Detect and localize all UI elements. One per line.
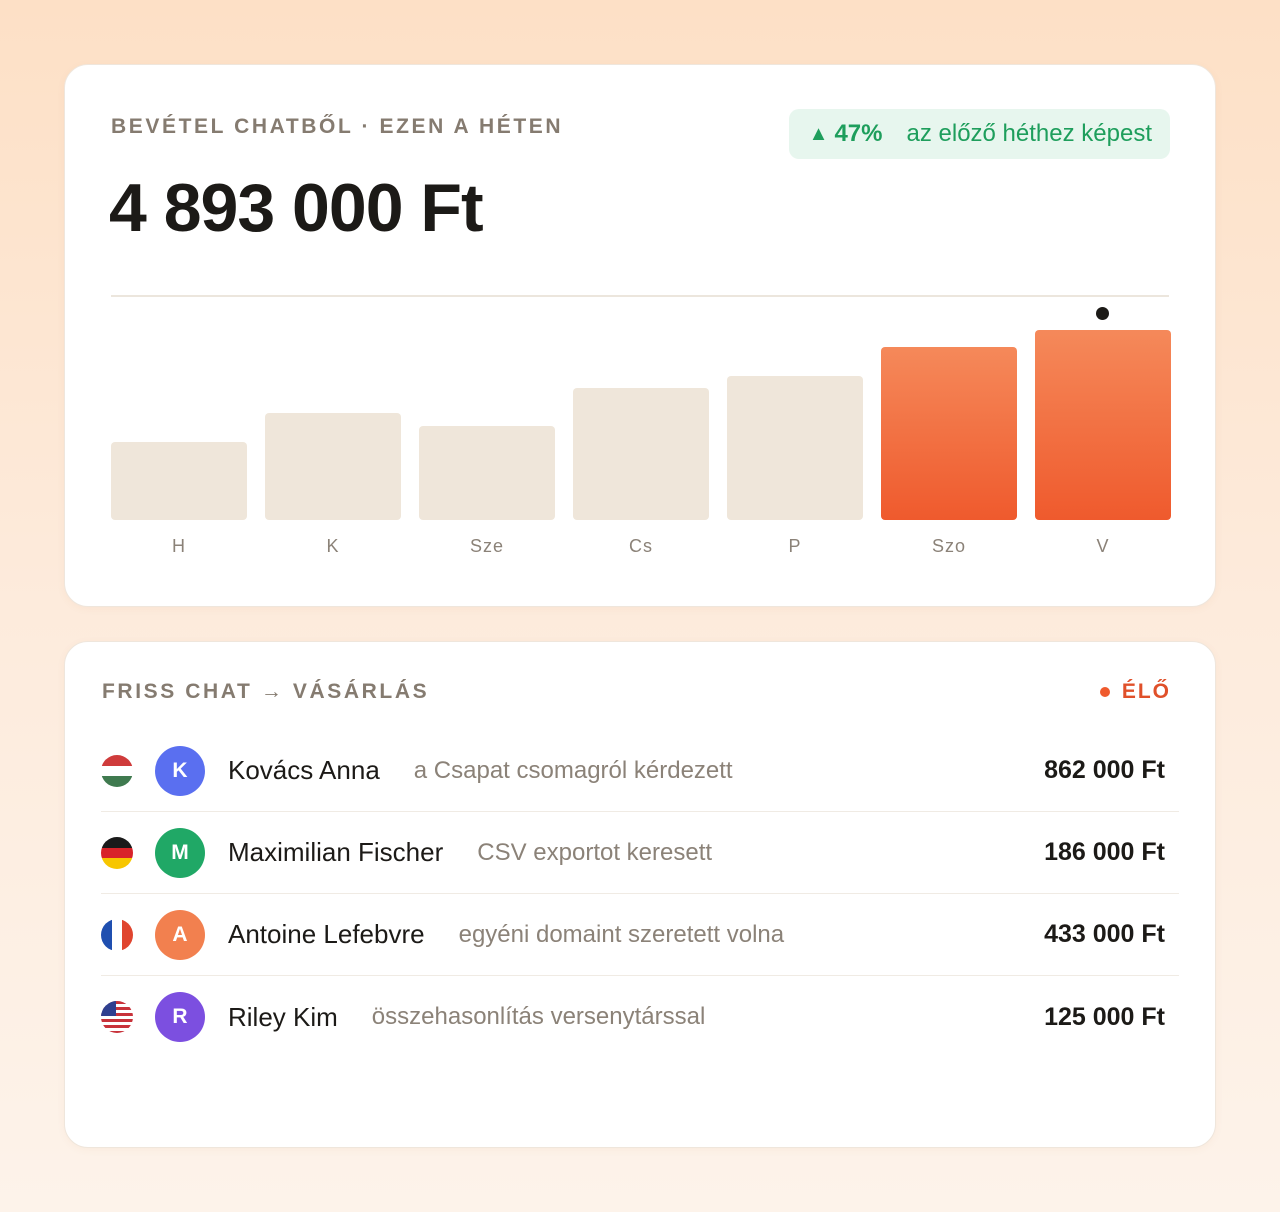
- customer-name: Kovács Anna: [228, 755, 380, 785]
- change-badge: ▲ 47% az előző héthez képest: [788, 109, 1170, 159]
- purchase-amount: 186 000 Ft: [1044, 838, 1165, 866]
- customer-name: Antoine Lefebvre: [228, 919, 425, 949]
- up-arrow-icon: ▲: [808, 122, 829, 145]
- hungary-flag-icon: [101, 754, 133, 787]
- change-percent: 47%: [834, 120, 883, 147]
- germany-flag-icon: [101, 836, 133, 869]
- live-indicator: ÉLŐ: [1099, 680, 1171, 704]
- bar-sze: [419, 426, 555, 520]
- avatar: M: [155, 827, 205, 878]
- chat-note: a Csapat csomagról kérdezett: [413, 756, 733, 784]
- bar-label: V: [1096, 536, 1110, 556]
- bar-cs: [573, 388, 709, 520]
- revenue-eyebrow: BEVÉTEL CHATBŐL · EZEN A HÉTEN: [111, 115, 564, 138]
- bar-label: Sze: [469, 536, 505, 556]
- bar-k: [265, 413, 401, 520]
- avatar: K: [155, 745, 205, 796]
- recent-chats-card: FRISS CHAT → VÁSÁRLÁS ÉLŐ K Kovács Anna …: [64, 641, 1216, 1148]
- bar-label: H: [172, 536, 186, 556]
- chat-row[interactable]: K Kovács Anna a Csapat csomagról kérdeze…: [101, 730, 1179, 812]
- chat-note: összehasonlítás versenytárssal: [371, 1003, 706, 1030]
- bar-h: [111, 442, 247, 520]
- bar-p: [727, 376, 863, 520]
- chat-row[interactable]: R Riley Kim összehasonlítás versenytárss…: [101, 976, 1179, 1058]
- usa-flag-icon: [101, 1001, 133, 1033]
- bar-v: [1035, 330, 1171, 520]
- bar-label: P: [788, 536, 802, 556]
- customer-name: Maximilian Fischer: [228, 837, 444, 867]
- purchase-amount: 125 000 Ft: [1044, 1002, 1165, 1031]
- france-flag-icon: [101, 918, 133, 951]
- bar-szo: [881, 347, 1017, 520]
- chats-eyebrow: FRISS CHAT → VÁSÁRLÁS: [102, 680, 430, 703]
- purchase-amount: 862 000 Ft: [1044, 756, 1165, 784]
- customer-name: Riley Kim: [228, 1001, 338, 1032]
- peak-marker-dot: [1096, 307, 1109, 320]
- live-label: ÉLŐ: [1121, 680, 1171, 703]
- bar-label: Cs: [629, 536, 653, 556]
- chat-row[interactable]: M Maximilian Fischer CSV exportot kerese…: [101, 812, 1179, 894]
- chat-note: CSV exportot keresett: [477, 838, 713, 866]
- chat-list: K Kovács Anna a Csapat csomagról kérdeze…: [101, 730, 1179, 1058]
- live-dot-icon: [1099, 687, 1110, 697]
- avatar: R: [155, 992, 205, 1042]
- change-label: az előző héthez képest: [906, 120, 1153, 147]
- chart-divider: [111, 295, 1169, 297]
- bar-label: Szo: [931, 536, 967, 556]
- chat-row[interactable]: A Antoine Lefebvre egyéni domaint szeret…: [101, 894, 1179, 976]
- chat-note: egyéni domaint szeretett volna: [458, 920, 785, 948]
- avatar: A: [155, 909, 205, 960]
- revenue-total: 4 893 000 Ft: [109, 170, 484, 246]
- purchase-amount: 433 000 Ft: [1044, 920, 1165, 948]
- revenue-card: BEVÉTEL CHATBŐL · EZEN A HÉTEN 4 893 000…: [64, 64, 1216, 607]
- bar-label: K: [326, 536, 340, 556]
- weekly-revenue-chart: H K Sze Cs P Szo V: [111, 305, 1171, 575]
